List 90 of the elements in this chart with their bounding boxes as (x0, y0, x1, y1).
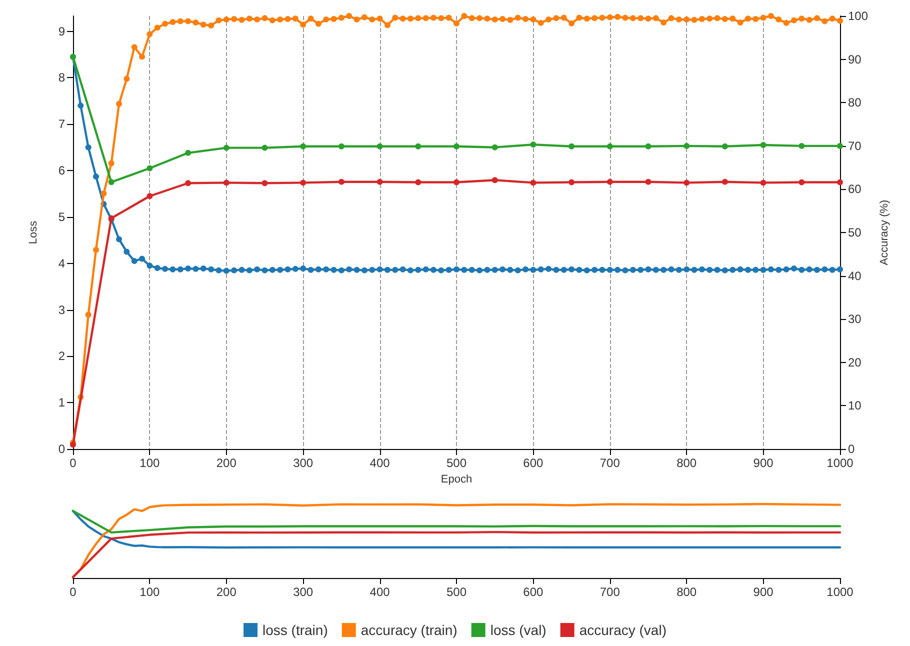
point (338, 143, 344, 150)
x-tick-label: 800 (676, 456, 697, 470)
x-tick-label: 1000 (826, 456, 854, 470)
x-tick-label: 400 (370, 456, 390, 470)
y-tick-label: 5 (58, 210, 66, 224)
x-tick-label: 700 (600, 456, 620, 470)
y2-tick-label: 40 (848, 268, 862, 283)
point (262, 144, 268, 151)
y-tick-label: 1 (58, 396, 66, 410)
point (645, 178, 652, 185)
point (684, 142, 690, 149)
point (376, 143, 383, 150)
y2-tick-label: 100 (848, 9, 868, 23)
point (645, 143, 652, 150)
x-tick-label: 500 (446, 585, 467, 599)
point (70, 442, 76, 448)
y-tick-label: 3 (58, 302, 66, 317)
y-tick-label: 0 (58, 442, 66, 456)
y-tick-label: 7 (58, 117, 66, 132)
point (223, 144, 230, 151)
y2-tick-label: 20 (848, 355, 862, 370)
x-tick-label: 100 (140, 585, 160, 599)
point (185, 150, 192, 156)
y-tick-label: 6 (58, 164, 66, 178)
point (837, 179, 843, 186)
point (606, 143, 613, 150)
y-tick-label: 8 (58, 70, 66, 85)
y2-tick-label: 10 (848, 398, 862, 413)
point (722, 178, 728, 185)
point (146, 193, 153, 200)
point (376, 178, 383, 185)
legend-label: loss (val) (490, 622, 546, 638)
x-tick-label: 1000 (826, 585, 854, 599)
point (798, 142, 805, 149)
y-axis-title: Loss (28, 220, 40, 244)
point (492, 144, 498, 150)
y2-tick-label: 60 (848, 182, 862, 196)
x-tick-label: 800 (676, 585, 697, 599)
x-tick-label: 900 (753, 585, 774, 599)
y2-tick-label: 50 (848, 226, 862, 240)
legend-label: loss (train) (262, 622, 328, 638)
legend-label: accuracy (train) (360, 622, 458, 638)
x-tick-label: 200 (216, 456, 237, 470)
y2-tick-label: 30 (848, 312, 862, 326)
y2-tick-label: 80 (848, 96, 862, 110)
x-tick-label: 900 (753, 456, 774, 470)
x-tick-label: 0 (70, 585, 77, 599)
point (185, 180, 192, 186)
point (568, 143, 575, 150)
x-tick-label: 100 (140, 456, 160, 470)
x-tick-label: 600 (523, 456, 544, 470)
point (760, 142, 766, 148)
y2-tick-label: 70 (848, 138, 862, 153)
y2-tick-label: 0 (848, 442, 855, 456)
x-tick-label: 300 (293, 456, 314, 470)
point (798, 179, 805, 186)
y2-axis-title: Accuracy (%) (878, 200, 890, 266)
y-tick-label: 4 (58, 256, 66, 270)
y2-tick-label: 90 (848, 52, 862, 66)
y-tick-label: 2 (58, 349, 66, 364)
point (454, 143, 460, 150)
point (492, 177, 498, 184)
point (530, 180, 536, 186)
point (415, 179, 422, 186)
x-tick-label: 600 (523, 585, 544, 599)
point (300, 180, 306, 186)
x-tick-label: 200 (216, 585, 237, 599)
point (338, 178, 344, 185)
x-tick-label: 0 (70, 456, 77, 470)
point (415, 143, 422, 150)
point (530, 142, 536, 148)
point (606, 178, 613, 185)
x-tick-label: 300 (293, 585, 314, 599)
y-tick-label: 9 (58, 24, 66, 38)
point (262, 180, 268, 186)
point (568, 179, 575, 186)
x-tick-label: 400 (370, 585, 390, 599)
x-tick-label: 700 (600, 585, 620, 599)
x-tick-label: 500 (446, 456, 467, 470)
point (146, 165, 153, 172)
point (684, 180, 690, 186)
point (760, 180, 766, 186)
point (300, 143, 306, 150)
point (722, 143, 728, 150)
x-axis-title: Epoch (440, 473, 472, 486)
legend-label: accuracy (val) (579, 622, 666, 638)
point (108, 179, 114, 186)
point (223, 180, 230, 186)
point (454, 179, 460, 186)
point (837, 142, 843, 149)
